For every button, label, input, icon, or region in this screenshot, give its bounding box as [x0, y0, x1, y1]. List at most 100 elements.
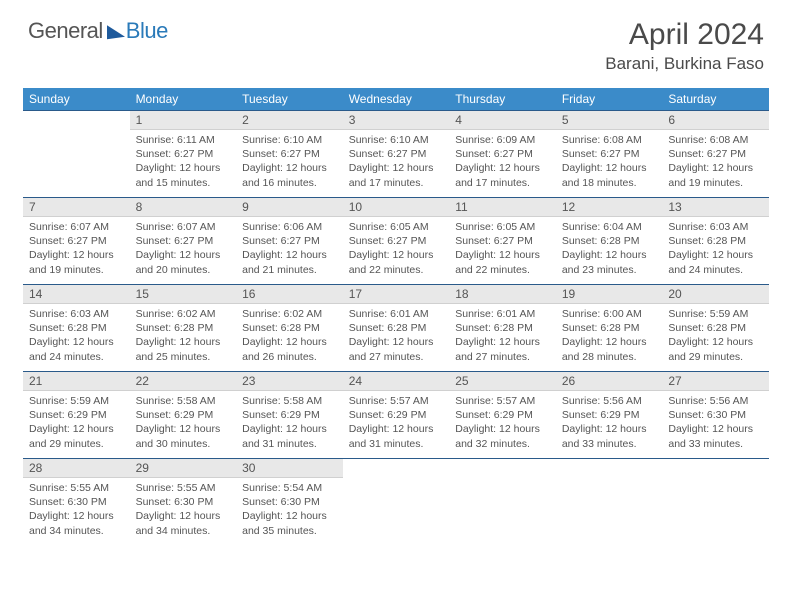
sunset-text: Sunset: 6:28 PM: [242, 321, 337, 335]
day-cell: Sunrise: 5:58 AMSunset: 6:29 PMDaylight:…: [236, 391, 343, 459]
sunset-text: Sunset: 6:28 PM: [668, 234, 763, 248]
sunset-text: Sunset: 6:28 PM: [668, 321, 763, 335]
sunrise-text: Sunrise: 6:02 AM: [136, 307, 231, 321]
sunset-text: Sunset: 6:29 PM: [562, 408, 657, 422]
sunrise-text: Sunrise: 6:08 AM: [562, 133, 657, 147]
day-number-cell: 25: [449, 372, 556, 391]
daylight-text: Daylight: 12 hours and 33 minutes.: [668, 422, 763, 450]
daylight-text: Daylight: 12 hours and 27 minutes.: [349, 335, 444, 363]
day-cell: Sunrise: 6:03 AMSunset: 6:28 PMDaylight:…: [23, 304, 130, 372]
calendar-thead: SundayMondayTuesdayWednesdayThursdayFrid…: [23, 88, 769, 111]
day-number-cell: 23: [236, 372, 343, 391]
sunrise-text: Sunrise: 6:00 AM: [562, 307, 657, 321]
day-cell: Sunrise: 6:02 AMSunset: 6:28 PMDaylight:…: [130, 304, 237, 372]
day-number-cell: 15: [130, 285, 237, 304]
sunrise-text: Sunrise: 6:07 AM: [136, 220, 231, 234]
day-number-cell: 24: [343, 372, 450, 391]
sunset-text: Sunset: 6:27 PM: [562, 147, 657, 161]
page-header: General Blue April 2024 Barani, Burkina …: [0, 0, 792, 82]
day-number-row: 78910111213: [23, 198, 769, 217]
day-number-cell: 10: [343, 198, 450, 217]
day-cell: Sunrise: 6:05 AMSunset: 6:27 PMDaylight:…: [343, 217, 450, 285]
sunset-text: Sunset: 6:28 PM: [136, 321, 231, 335]
day-cell: [449, 478, 556, 546]
day-header: Thursday: [449, 88, 556, 111]
daylight-text: Daylight: 12 hours and 21 minutes.: [242, 248, 337, 276]
day-number-cell: 1: [130, 111, 237, 130]
sunrise-text: Sunrise: 5:56 AM: [668, 394, 763, 408]
day-header: Monday: [130, 88, 237, 111]
day-number-cell: 12: [556, 198, 663, 217]
sunrise-text: Sunrise: 6:06 AM: [242, 220, 337, 234]
day-cell: Sunrise: 6:08 AMSunset: 6:27 PMDaylight:…: [662, 130, 769, 198]
day-cell: Sunrise: 5:54 AMSunset: 6:30 PMDaylight:…: [236, 478, 343, 546]
sunset-text: Sunset: 6:28 PM: [349, 321, 444, 335]
day-number-cell: 21: [23, 372, 130, 391]
day-number-cell: 13: [662, 198, 769, 217]
logo: General Blue: [28, 18, 168, 44]
day-content-row: Sunrise: 6:11 AMSunset: 6:27 PMDaylight:…: [23, 130, 769, 198]
daylight-text: Daylight: 12 hours and 33 minutes.: [562, 422, 657, 450]
sunrise-text: Sunrise: 5:55 AM: [136, 481, 231, 495]
sunset-text: Sunset: 6:30 PM: [242, 495, 337, 509]
day-number-cell: 22: [130, 372, 237, 391]
day-header: Saturday: [662, 88, 769, 111]
day-header: Tuesday: [236, 88, 343, 111]
sunset-text: Sunset: 6:27 PM: [349, 234, 444, 248]
daylight-text: Daylight: 12 hours and 16 minutes.: [242, 161, 337, 189]
daylight-text: Daylight: 12 hours and 31 minutes.: [242, 422, 337, 450]
daylight-text: Daylight: 12 hours and 24 minutes.: [668, 248, 763, 276]
sunrise-text: Sunrise: 5:59 AM: [29, 394, 124, 408]
sunset-text: Sunset: 6:29 PM: [349, 408, 444, 422]
sunset-text: Sunset: 6:29 PM: [455, 408, 550, 422]
day-cell: Sunrise: 6:07 AMSunset: 6:27 PMDaylight:…: [130, 217, 237, 285]
daylight-text: Daylight: 12 hours and 31 minutes.: [349, 422, 444, 450]
daylight-text: Daylight: 12 hours and 28 minutes.: [562, 335, 657, 363]
day-cell: Sunrise: 6:05 AMSunset: 6:27 PMDaylight:…: [449, 217, 556, 285]
logo-text-general: General: [28, 18, 103, 44]
sunset-text: Sunset: 6:27 PM: [242, 147, 337, 161]
day-number-cell: 27: [662, 372, 769, 391]
sunrise-text: Sunrise: 6:08 AM: [668, 133, 763, 147]
daylight-text: Daylight: 12 hours and 26 minutes.: [242, 335, 337, 363]
sunrise-text: Sunrise: 5:58 AM: [136, 394, 231, 408]
sunset-text: Sunset: 6:27 PM: [136, 234, 231, 248]
day-cell: Sunrise: 6:10 AMSunset: 6:27 PMDaylight:…: [343, 130, 450, 198]
sunset-text: Sunset: 6:29 PM: [242, 408, 337, 422]
day-header: Sunday: [23, 88, 130, 111]
day-header: Friday: [556, 88, 663, 111]
sunset-text: Sunset: 6:29 PM: [136, 408, 231, 422]
sunrise-text: Sunrise: 6:07 AM: [29, 220, 124, 234]
sunset-text: Sunset: 6:29 PM: [29, 408, 124, 422]
day-cell: Sunrise: 6:06 AMSunset: 6:27 PMDaylight:…: [236, 217, 343, 285]
calendar-table: SundayMondayTuesdayWednesdayThursdayFrid…: [23, 88, 769, 546]
day-content-row: Sunrise: 5:59 AMSunset: 6:29 PMDaylight:…: [23, 391, 769, 459]
day-number-cell: 26: [556, 372, 663, 391]
daylight-text: Daylight: 12 hours and 34 minutes.: [29, 509, 124, 537]
daylight-text: Daylight: 12 hours and 34 minutes.: [136, 509, 231, 537]
daylight-text: Daylight: 12 hours and 20 minutes.: [136, 248, 231, 276]
daylight-text: Daylight: 12 hours and 15 minutes.: [136, 161, 231, 189]
day-number-cell: 8: [130, 198, 237, 217]
day-cell: [662, 478, 769, 546]
sunset-text: Sunset: 6:30 PM: [668, 408, 763, 422]
sunrise-text: Sunrise: 6:03 AM: [668, 220, 763, 234]
day-number-cell: 29: [130, 459, 237, 478]
daylight-text: Daylight: 12 hours and 19 minutes.: [29, 248, 124, 276]
day-header-row: SundayMondayTuesdayWednesdayThursdayFrid…: [23, 88, 769, 111]
day-cell: Sunrise: 6:04 AMSunset: 6:28 PMDaylight:…: [556, 217, 663, 285]
page-title: April 2024: [605, 18, 764, 52]
daylight-text: Daylight: 12 hours and 17 minutes.: [455, 161, 550, 189]
day-cell: [556, 478, 663, 546]
day-cell: Sunrise: 6:09 AMSunset: 6:27 PMDaylight:…: [449, 130, 556, 198]
sunrise-text: Sunrise: 6:01 AM: [455, 307, 550, 321]
day-number-cell: 19: [556, 285, 663, 304]
sunset-text: Sunset: 6:28 PM: [455, 321, 550, 335]
sunrise-text: Sunrise: 6:09 AM: [455, 133, 550, 147]
sunrise-text: Sunrise: 5:57 AM: [455, 394, 550, 408]
day-number-row: 282930: [23, 459, 769, 478]
sunrise-text: Sunrise: 6:03 AM: [29, 307, 124, 321]
day-cell: Sunrise: 6:10 AMSunset: 6:27 PMDaylight:…: [236, 130, 343, 198]
daylight-text: Daylight: 12 hours and 25 minutes.: [136, 335, 231, 363]
daylight-text: Daylight: 12 hours and 19 minutes.: [668, 161, 763, 189]
